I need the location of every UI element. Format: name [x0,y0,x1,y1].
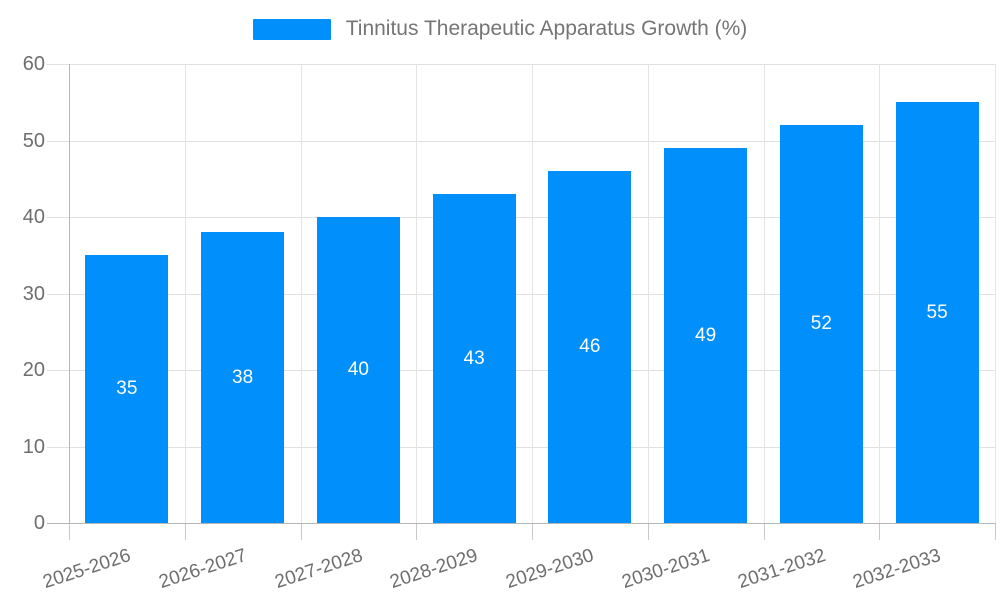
y-axis-tick [47,446,69,448]
bar[interactable]: 43 [432,194,516,523]
bar-value-label: 38 [232,366,254,388]
bar-value-label: 46 [579,336,601,358]
x-axis-category-label: 2032-2033 [850,545,944,594]
x-axis-category-label: 2025-2026 [40,545,134,594]
bar[interactable]: 35 [85,255,169,523]
legend-series-label: Tinnitus Therapeutic Apparatus Growth (%… [345,17,748,40]
y-axis-tick [47,217,69,218]
x-axis-category-label: 2028-2029 [387,545,481,594]
y-axis-tick [47,140,69,142]
x-axis-tick [300,523,302,540]
x-gridline [995,64,996,523]
x-axis-line [47,523,995,524]
x-axis-tick [69,523,70,540]
x-gridline [416,64,418,523]
x-gridline [763,64,765,523]
y-gridline [69,64,995,65]
bar-value-label: 55 [926,301,948,323]
bar-value-label: 43 [463,347,485,369]
bar[interactable]: 52 [779,125,863,523]
x-gridline [879,64,881,523]
x-axis-tick [416,523,418,540]
x-axis-tick [647,523,649,540]
bar-value-label: 52 [810,313,832,335]
y-axis-line [69,64,70,523]
x-axis-tick [532,523,533,540]
y-axis-tick [47,523,69,524]
x-gridline [300,64,302,523]
legend-item[interactable]: Tinnitus Therapeutic Apparatus Growth (%… [252,17,748,41]
x-axis-category-label: 2031-2032 [734,545,828,594]
x-axis-tick [995,523,996,540]
x-axis-category-label: 2026-2027 [156,545,250,594]
x-axis-tick [879,523,881,540]
y-axis-tick [47,293,69,295]
y-axis-tick-label: 50 [22,129,45,152]
legend-swatch [252,18,331,40]
bar-value-label: 35 [116,378,138,400]
bar[interactable]: 38 [201,232,285,523]
x-gridline [69,64,70,523]
y-axis-tick-label: 10 [22,435,45,458]
x-axis-category-label: 2029-2030 [503,545,597,594]
y-axis-tick-label: 30 [22,282,45,305]
chart-legend: Tinnitus Therapeutic Apparatus Growth (%… [0,17,1000,41]
y-axis-tick [47,64,69,65]
y-axis-tick-label: 60 [22,53,45,75]
bar[interactable]: 46 [548,171,632,523]
y-axis-tick [47,370,69,371]
bar-value-label: 49 [695,324,717,346]
x-axis-category-label: 2027-2028 [271,545,365,594]
bar-value-label: 40 [347,359,369,380]
bar[interactable]: 49 [664,148,748,523]
y-axis-tick-label: 0 [33,512,45,534]
x-axis-category-label: 2030-2031 [619,545,713,594]
x-axis-tick [184,523,186,540]
x-gridline [532,64,533,523]
bar[interactable]: 40 [316,217,400,523]
bar[interactable]: 55 [895,102,979,523]
x-gridline [184,64,186,523]
y-axis-tick-label: 40 [22,206,45,228]
x-gridline [647,64,649,523]
x-axis-tick [763,523,765,540]
y-axis-tick-label: 20 [22,359,45,381]
